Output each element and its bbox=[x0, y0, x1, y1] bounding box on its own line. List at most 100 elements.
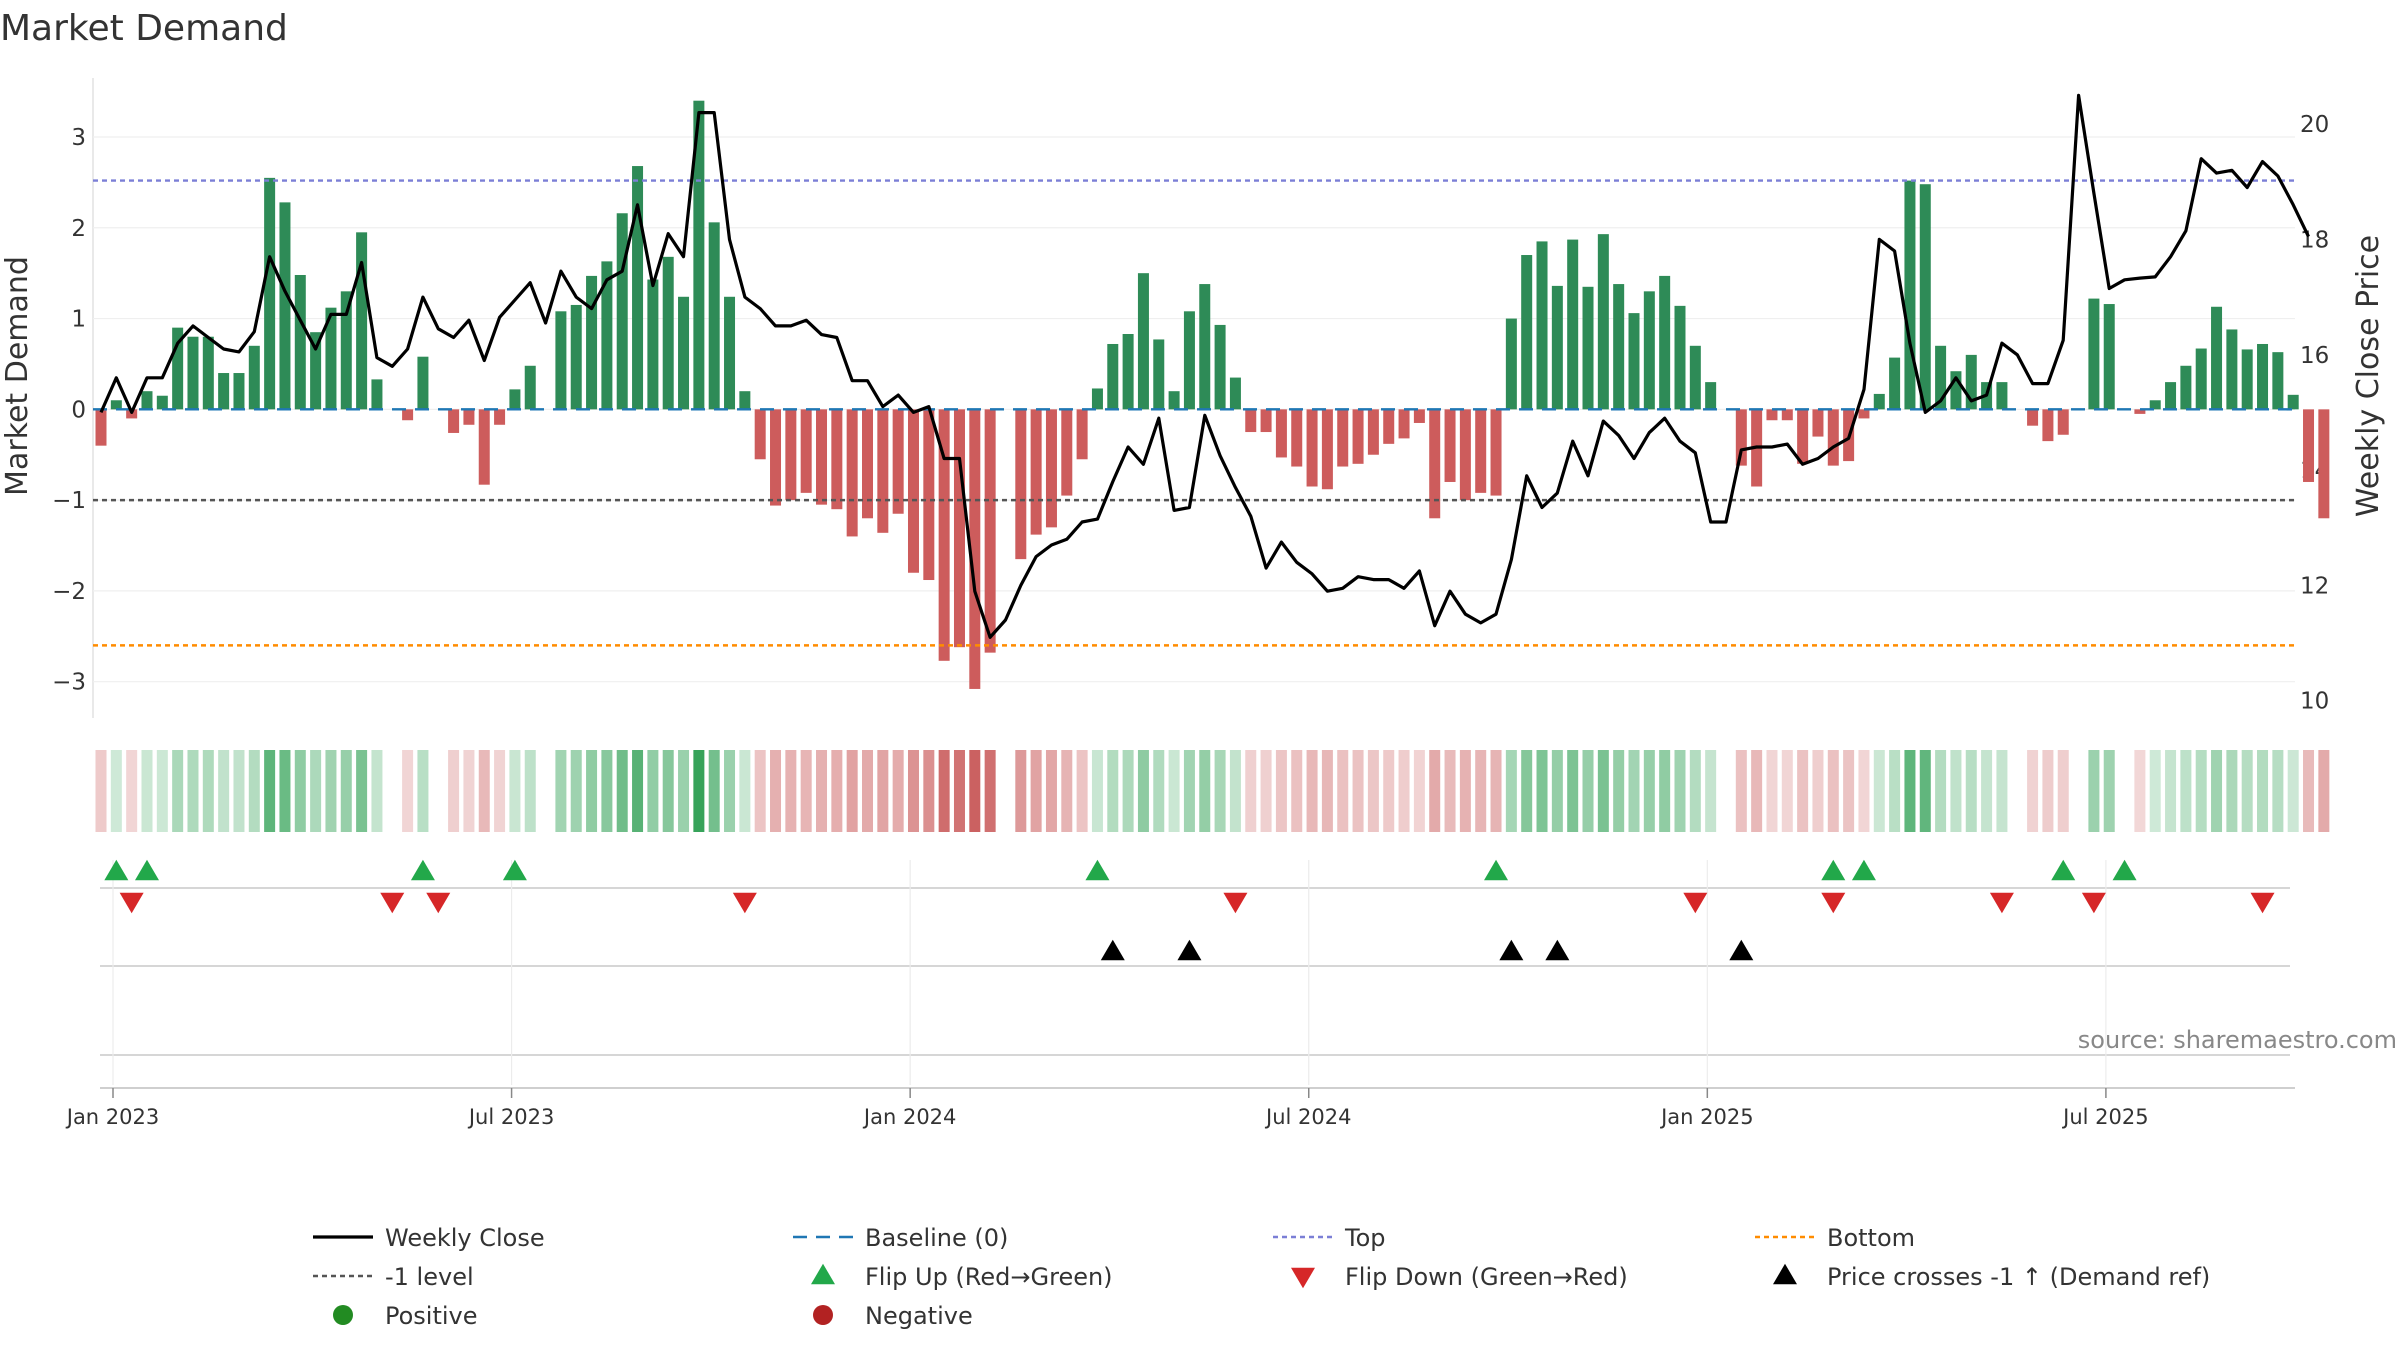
heat-cell bbox=[601, 750, 613, 832]
heat-cell bbox=[1996, 750, 2008, 832]
legend: Weekly Close Baseline (0) Top Bottom -1 leve… bbox=[313, 1224, 2210, 1330]
demand-bar-negative bbox=[923, 409, 935, 581]
demand-bar-positive bbox=[2226, 329, 2238, 410]
demand-bar-positive bbox=[325, 307, 337, 410]
heat-cell bbox=[846, 750, 858, 832]
demand-bar-negative bbox=[1352, 409, 1364, 464]
heat-cell bbox=[2318, 750, 2330, 832]
heat-cell bbox=[187, 750, 199, 832]
heat-cell bbox=[570, 750, 582, 832]
heat-cell bbox=[2057, 750, 2069, 832]
date-tick-label: Jan 2025 bbox=[1659, 1105, 1754, 1129]
demand-bar-positive bbox=[1168, 391, 1180, 410]
heat-cell bbox=[1444, 750, 1456, 832]
demand-bar-negative bbox=[1781, 409, 1793, 421]
demand-bar-negative bbox=[2057, 409, 2069, 435]
flip-down-marker bbox=[1223, 892, 1248, 914]
demand-bar-negative bbox=[1858, 409, 1870, 419]
demand-bar-positive bbox=[1521, 255, 1533, 410]
demand-bar-negative bbox=[1337, 409, 1349, 467]
heat-cell bbox=[754, 750, 766, 832]
flip-down-marker bbox=[732, 892, 757, 914]
heat-cell bbox=[1383, 750, 1395, 832]
demand-bar-negative bbox=[2042, 409, 2054, 442]
heat-cell bbox=[1628, 750, 1640, 832]
demand-bar-negative bbox=[448, 409, 460, 433]
heat-cell bbox=[785, 750, 797, 832]
heat-cell bbox=[632, 750, 644, 832]
demand-bar-negative bbox=[785, 409, 797, 501]
demand-bar-negative bbox=[1306, 409, 1318, 487]
heat-cell bbox=[1107, 750, 1119, 832]
demand-bar-negative bbox=[969, 409, 981, 689]
legend-item-negative: Negative bbox=[813, 1302, 973, 1330]
heat-cell bbox=[218, 750, 230, 832]
heat-cell bbox=[156, 750, 168, 832]
heat-cell bbox=[678, 750, 690, 832]
price-cross-marker bbox=[1545, 939, 1570, 961]
demand-bar-positive bbox=[2257, 343, 2269, 410]
heat-cell bbox=[2211, 750, 2223, 832]
heat-cell bbox=[2027, 750, 2039, 832]
date-tick-label: Jan 2023 bbox=[65, 1105, 160, 1129]
demand-bar-positive bbox=[1122, 334, 1134, 410]
legend-item-flip_up: Flip Up (Red→Green) bbox=[811, 1263, 1113, 1291]
demand-bar-positive bbox=[356, 232, 368, 410]
flip-up-marker bbox=[2112, 859, 2137, 881]
demand-bar-negative bbox=[1812, 409, 1824, 437]
heat-cell bbox=[2165, 750, 2177, 832]
flip-down-marker bbox=[1821, 892, 1846, 914]
demand-bar-positive bbox=[708, 222, 720, 410]
heat-cell bbox=[1214, 750, 1226, 832]
demand-bar-negative bbox=[1245, 409, 1257, 433]
legend-swatch bbox=[811, 1263, 835, 1285]
legend-item-price_cross: Price crosses -1 ↑ (Demand ref) bbox=[1773, 1263, 2210, 1291]
heat-cell bbox=[1873, 750, 1885, 832]
heat-cell bbox=[770, 750, 782, 832]
heat-cell bbox=[1091, 750, 1103, 832]
legend-label: Positive bbox=[385, 1302, 478, 1330]
heat-cell bbox=[1199, 750, 1211, 832]
heat-cell bbox=[1122, 750, 1134, 832]
flip-down-marker bbox=[1989, 892, 2014, 914]
heat-cell bbox=[1183, 750, 1195, 832]
heat-cell bbox=[2272, 750, 2284, 832]
flip-up-marker bbox=[410, 859, 435, 881]
heat-cell bbox=[1260, 750, 1272, 832]
heat-cell bbox=[95, 750, 107, 832]
heat-cell bbox=[509, 750, 521, 832]
demand-bar-positive bbox=[294, 274, 306, 410]
heat-cell bbox=[708, 750, 720, 832]
heat-cell bbox=[141, 750, 153, 832]
demand-bar-positive bbox=[1889, 357, 1901, 410]
heat-cell bbox=[1153, 750, 1165, 832]
heat-cell bbox=[126, 750, 138, 832]
heat-cell bbox=[1981, 750, 1993, 832]
demand-bar-positive bbox=[202, 336, 214, 410]
demand-bar-positive bbox=[1919, 184, 1931, 410]
heat-cell bbox=[953, 750, 965, 832]
legend-label: Weekly Close bbox=[385, 1224, 545, 1252]
heat-cell bbox=[2303, 750, 2315, 832]
flip-up-marker bbox=[502, 859, 527, 881]
demand-bar-positive bbox=[1183, 311, 1195, 410]
demand-bar-positive bbox=[724, 296, 736, 410]
demand-bar-positive bbox=[616, 213, 628, 410]
demand-bar-positive bbox=[2272, 352, 2284, 410]
flip-down-marker bbox=[2081, 892, 2106, 914]
source-credit: source: sharemaestro.com bbox=[2078, 1026, 2397, 1054]
demand-bar-negative bbox=[800, 409, 812, 493]
demand-bar-negative bbox=[1735, 409, 1747, 466]
demand-bar-positive bbox=[1091, 388, 1103, 410]
demand-bar-negative bbox=[2318, 409, 2330, 519]
demand-bar-negative bbox=[1321, 409, 1333, 490]
date-axis: Jan 2023 Jul 2023 Jan 2024 Jul 2024 Jan 2025… bbox=[65, 1088, 2149, 1129]
legend-label: Baseline (0) bbox=[865, 1224, 1008, 1252]
heat-cell bbox=[478, 750, 490, 832]
legend-item-baseline: Baseline (0) bbox=[793, 1224, 1008, 1252]
heat-cell bbox=[233, 750, 245, 832]
heat-cell bbox=[2134, 750, 2146, 832]
demand-bar-negative bbox=[2027, 409, 2039, 426]
heat-cell bbox=[279, 750, 291, 832]
heat-cell bbox=[1904, 750, 1916, 832]
